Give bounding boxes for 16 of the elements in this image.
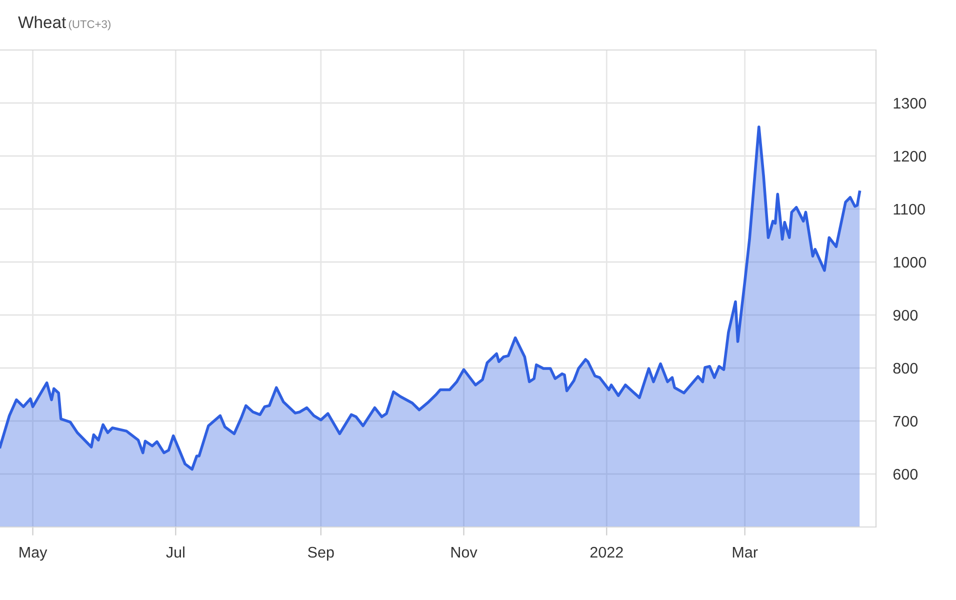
y-tick-label: 1200 (894, 150, 926, 162)
y-tick-label: 1300 (894, 98, 926, 109)
y-tick-label: 600 (893, 468, 918, 480)
y-tick-label: 1100 (894, 204, 925, 215)
y-tick-label: 800 (893, 362, 918, 374)
chart-title: Wheat (18, 16, 66, 28)
x-tick-label: Nov (451, 547, 478, 558)
x-tick-label: Sep (308, 546, 334, 561)
x-tick-label: 2022 (590, 546, 623, 558)
x-tick-label: Mar (732, 547, 758, 558)
y-tick-label: 1000 (894, 256, 926, 268)
y-tick-label: 900 (893, 310, 918, 321)
x-tick-label: May (20, 547, 48, 561)
y-tick-label: 700 (893, 416, 918, 427)
x-tick-label: Jul (166, 546, 184, 558)
chart-subtitle: (UTC+3) (68, 20, 110, 30)
